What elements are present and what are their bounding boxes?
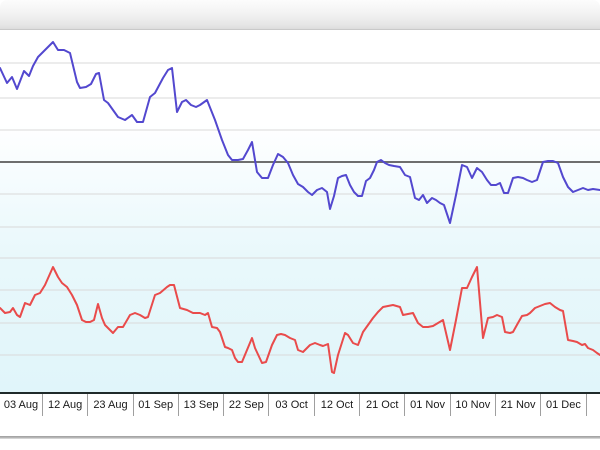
chart-widget: 03 Aug12 Aug23 Aug01 Sep13 Sep22 Sep03 O…: [0, 0, 600, 450]
x-tick-label: 03 Aug: [0, 394, 43, 416]
x-axis: 03 Aug12 Aug23 Aug01 Sep13 Sep22 Sep03 O…: [0, 392, 600, 416]
lower-red-series: [0, 267, 600, 373]
x-tick-label: 10 Nov: [451, 394, 496, 416]
x-tick-label: 21 Oct: [360, 394, 405, 416]
x-tick-label: 01 Sep: [134, 394, 179, 416]
x-axis-filler: [587, 394, 600, 416]
bottom-divider: [0, 436, 600, 439]
upper-blue-series: [0, 42, 600, 223]
x-tick-label: 22 Sep: [224, 394, 269, 416]
timeseries-chart: [0, 31, 600, 392]
x-tick-label: 23 Aug: [88, 394, 133, 416]
panel-header-bar: [0, 0, 600, 30]
x-tick-label: 01 Dec: [541, 394, 586, 416]
plot-area: [0, 31, 600, 392]
x-tick-label: 03 Oct: [269, 394, 314, 416]
x-tick-label: 21 Nov: [496, 394, 541, 416]
x-tick-label: 13 Sep: [179, 394, 224, 416]
x-tick-label: 12 Aug: [43, 394, 88, 416]
x-tick-label: 01 Nov: [405, 394, 450, 416]
x-tick-label: 12 Oct: [315, 394, 360, 416]
